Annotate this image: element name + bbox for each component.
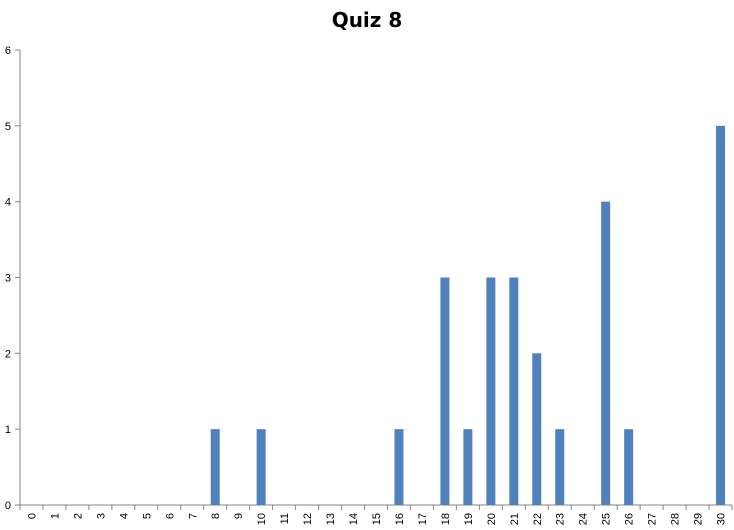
x-tick-label: 21 xyxy=(509,513,521,525)
bar xyxy=(440,277,450,505)
x-tick-label: 0 xyxy=(26,513,38,519)
x-tick-label: 30 xyxy=(716,513,728,525)
x-tick-label: 24 xyxy=(578,513,590,525)
x-tick-label: 6 xyxy=(164,513,176,519)
x-tick-label: 28 xyxy=(670,513,682,525)
x-tick-label: 20 xyxy=(486,513,498,525)
bar xyxy=(463,429,473,505)
x-tick-label: 23 xyxy=(555,513,567,525)
bar xyxy=(601,201,611,505)
x-tick-label: 22 xyxy=(532,513,544,525)
x-tick-label: 4 xyxy=(118,513,130,519)
x-tick-label: 9 xyxy=(233,513,245,519)
x-tick-label: 7 xyxy=(187,513,199,519)
x-tick-label: 13 xyxy=(325,513,337,525)
y-tick-label: 4 xyxy=(5,197,11,209)
x-tick-label: 15 xyxy=(371,513,383,525)
bar xyxy=(716,125,726,505)
x-tick-label: 8 xyxy=(210,513,222,519)
bar xyxy=(394,429,404,505)
x-tick-label: 25 xyxy=(601,513,613,525)
x-tick-label: 10 xyxy=(256,513,268,525)
y-tick-label: 5 xyxy=(5,121,11,133)
x-tick-label: 5 xyxy=(141,513,153,519)
bar xyxy=(256,429,266,505)
y-tick-label: 2 xyxy=(5,348,11,360)
x-tick-label: 26 xyxy=(624,513,636,525)
chart-title: Quiz 8 xyxy=(331,8,403,32)
x-tick-label: 17 xyxy=(417,513,429,525)
x-tick-label: 1 xyxy=(49,513,61,519)
bar xyxy=(624,429,634,505)
y-tick-label: 6 xyxy=(5,45,11,57)
x-tick-label: 27 xyxy=(647,513,659,525)
x-tick-label: 29 xyxy=(693,513,705,525)
bar xyxy=(532,353,542,505)
x-tick-label: 3 xyxy=(95,513,107,519)
x-tick-label: 19 xyxy=(463,513,475,525)
bar xyxy=(486,277,496,505)
bar xyxy=(555,429,565,505)
bar xyxy=(210,429,220,505)
y-tick-label: 1 xyxy=(5,424,11,436)
x-tick-label: 18 xyxy=(440,513,452,525)
x-tick-label: 11 xyxy=(279,513,291,524)
x-tick-label: 16 xyxy=(394,513,406,525)
y-tick-label: 3 xyxy=(5,273,11,285)
y-tick-label: 0 xyxy=(5,500,11,512)
x-tick-label: 14 xyxy=(348,513,360,525)
x-tick-label: 12 xyxy=(302,513,314,525)
x-tick-label: 2 xyxy=(72,513,84,519)
bar xyxy=(509,277,519,505)
